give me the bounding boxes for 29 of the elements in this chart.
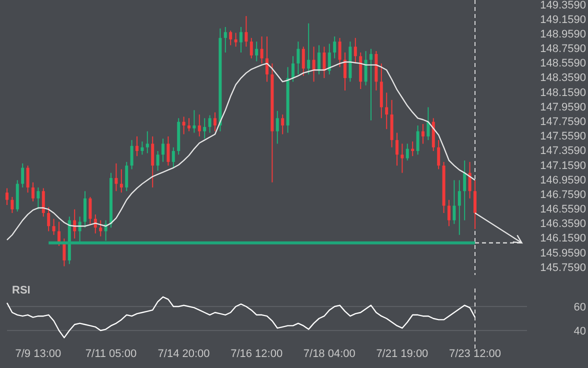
- y-tick-label: 149.3590: [540, 0, 586, 12]
- y-tick-label: 146.7590: [540, 188, 586, 201]
- x-tick-label: 7/23 12:00: [449, 348, 501, 360]
- y-tick-label: 147.5590: [540, 130, 586, 143]
- x-tick-label: 7/14 20:00: [158, 348, 210, 360]
- y-tick-label: 60: [574, 301, 586, 314]
- y-tick-label: 40: [574, 325, 586, 338]
- y-tick-label: 145.7590: [540, 262, 586, 274]
- y-tick-label: 147.9590: [540, 101, 586, 114]
- y-tick-label: 147.7590: [540, 116, 586, 128]
- chart-title: RSI: [12, 284, 30, 296]
- y-tick-label: 147.1590: [540, 160, 586, 172]
- x-tick-label: 7/9 13:00: [15, 348, 62, 360]
- y-tick-label: 146.9590: [540, 174, 586, 186]
- y-tick-label: 147.3590: [540, 145, 586, 158]
- y-tick-label: 146.3590: [540, 218, 586, 230]
- x-tick-label: 7/11 05:00: [85, 348, 137, 360]
- y-tick-label: 148.5590: [540, 58, 586, 70]
- x-tick-label: 7/18 04:00: [303, 348, 356, 360]
- y-tick-label: 148.7590: [540, 43, 586, 56]
- y-tick-label: 145.9590: [540, 247, 586, 260]
- y-tick-label: 148.9590: [540, 28, 586, 40]
- y-tick-label: 146.1590: [540, 232, 586, 245]
- y-tick-label: 148.1590: [540, 86, 586, 99]
- y-tick-label: 146.5590: [540, 204, 586, 216]
- y-tick-label: 148.3590: [540, 72, 586, 84]
- x-tick-label: 7/21 19:00: [376, 348, 428, 360]
- x-tick-label: 7/16 12:00: [230, 348, 283, 360]
- y-tick-label: 149.1590: [540, 14, 586, 26]
